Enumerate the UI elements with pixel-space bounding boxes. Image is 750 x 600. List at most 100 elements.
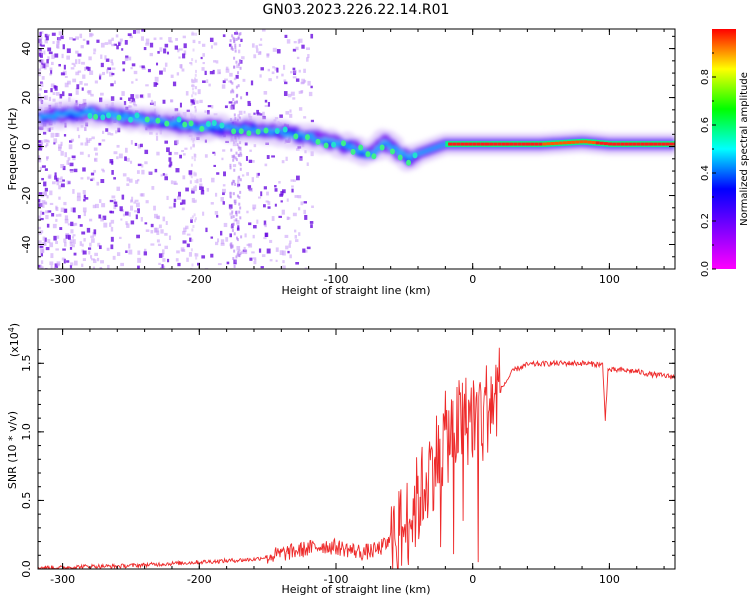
spectrogram-noise-cell — [168, 164, 172, 168]
spectrogram-noise-cell — [239, 163, 242, 167]
spectrogram-noise-cell — [93, 48, 97, 52]
spectrogram-noise-cell — [55, 241, 58, 245]
spectrogram-x-tick-label: -300 — [50, 273, 75, 286]
spectrogram-noise-cell — [192, 139, 195, 143]
spectrogram-noise-cell — [60, 176, 63, 180]
spectrogram-noise-cell — [223, 222, 228, 228]
spectrogram-noise-cell — [38, 140, 42, 143]
spectrogram-noise-cell — [130, 220, 135, 225]
spectrogram-noise-cell — [231, 210, 234, 214]
spectrogram-noise-cell — [235, 94, 238, 98]
spectrogram-noise-cell — [197, 89, 201, 95]
spectrogram-noise-cell — [100, 260, 104, 264]
spectrogram-noise-cell — [269, 259, 273, 262]
spectrogram-noise-cell — [192, 39, 196, 44]
spectrogram-noise-cell — [114, 204, 118, 207]
spectrogram-noise-cell — [62, 44, 65, 50]
spectrogram-noise-cell — [213, 42, 218, 46]
spectrogram-peak-cell — [134, 112, 140, 119]
spectrogram-noise-cell — [267, 101, 271, 107]
spectrogram-peak-cell — [176, 116, 182, 123]
spectrogram-noise-cell — [74, 222, 78, 226]
spectrogram-noise-cell — [233, 232, 236, 236]
spectrogram-noise-cell — [140, 217, 143, 222]
spectrogram-noise-cell — [202, 61, 205, 65]
spectrogram-noise-cell — [238, 195, 241, 199]
spectrogram-noise-cell — [158, 253, 163, 258]
spectrogram-noise-cell — [194, 73, 197, 77]
spectrogram-noise-cell — [51, 212, 55, 217]
spectrogram-noise-cell — [63, 201, 67, 206]
spectrogram-noise-cell — [86, 139, 91, 144]
spectrogram-noise-cell — [287, 216, 291, 220]
spectrogram-noise-cell — [38, 148, 43, 151]
spectrogram-noise-cell — [195, 256, 198, 260]
spectrogram-noise-cell — [309, 221, 314, 224]
spectrogram-noise-cell — [166, 258, 170, 263]
spectrogram-noise-cell — [111, 169, 114, 175]
spectrogram-noise-cell — [39, 142, 43, 146]
spectrogram-noise-cell — [121, 91, 125, 96]
spectrogram-noise-cell — [237, 180, 240, 184]
spectrogram-noise-cell — [191, 228, 194, 232]
spectrogram-noise-cell — [289, 109, 292, 113]
spectrogram-noise-cell — [79, 81, 83, 85]
spectrogram-noise-cell — [129, 160, 133, 164]
spectrogram-noise-cell — [244, 142, 248, 146]
spectrogram-noise-cell — [213, 164, 216, 167]
spectrogram-noise-cell — [191, 94, 194, 98]
spectrogram-noise-cell — [294, 195, 299, 198]
spectrogram-noise-cell — [244, 233, 247, 238]
spectrogram-noise-cell — [156, 151, 160, 156]
spectrogram-noise-cell — [303, 209, 307, 215]
spectrogram-noise-cell — [179, 64, 183, 69]
spectrogram-noise-cell — [234, 156, 237, 160]
spectrogram-noise-cell — [257, 172, 260, 176]
spectrogram-noise-cell — [93, 259, 97, 264]
spectrogram-noise-cell — [303, 79, 307, 83]
spectrogram-noise-cell — [169, 161, 173, 166]
snr-y-tick-label: 1.0 — [20, 423, 33, 441]
spectrogram-noise-cell — [292, 67, 296, 71]
spectrogram-noise-cell — [235, 85, 238, 89]
spectrogram-noise-cell — [232, 36, 235, 40]
spectrogram-noise-cell — [224, 105, 228, 109]
spectrogram-noise-cell — [67, 235, 71, 240]
spectrogram-noise-cell — [121, 48, 124, 51]
spectrogram-noise-cell — [302, 248, 306, 253]
spectrogram-noise-cell — [134, 199, 139, 202]
spectrogram-noise-cell — [135, 180, 139, 184]
spectrogram-noise-cell — [40, 195, 45, 198]
spectrogram-noise-cell — [86, 176, 90, 180]
spectrogram-noise-cell — [210, 236, 214, 239]
spectrogram-noise-cell — [155, 132, 158, 136]
spectrogram-noise-cell — [41, 200, 46, 204]
snr-exponent-label: (x104) — [7, 323, 21, 357]
spectrogram-noise-cell — [60, 207, 65, 213]
spectrogram-noise-cell — [92, 266, 96, 269]
spectrogram-noise-cell — [43, 181, 47, 187]
spectrogram-noise-cell — [286, 39, 291, 44]
spectrogram-noise-cell — [183, 43, 187, 49]
spectrogram-noise-cell — [170, 99, 174, 103]
spectrogram-noise-cell — [258, 248, 262, 253]
spectrogram-noise-cell — [225, 237, 229, 242]
spectrogram-noise-cell — [110, 244, 114, 250]
spectrogram-noise-cell — [289, 240, 292, 244]
spectrogram-noise-cell — [166, 147, 170, 153]
spectrogram-noise-cell — [173, 202, 176, 208]
spectrogram-noise-cell — [60, 35, 64, 40]
spectrogram-noise-cell — [45, 210, 49, 214]
spectrogram-noise-cell — [236, 194, 239, 198]
spectrogram-noise-cell — [298, 207, 301, 211]
spectrogram-noise-cell — [79, 33, 83, 39]
spectrogram-noise-cell — [90, 255, 93, 259]
spectrogram-noise-cell — [91, 136, 95, 140]
spectrogram-noise-cell — [210, 253, 214, 258]
spectrogram-noise-cell — [52, 181, 56, 185]
spectrogram-noise-cell — [206, 79, 209, 84]
spectrogram-noise-cell — [82, 167, 86, 172]
spectrogram-noise-cell — [240, 153, 243, 157]
